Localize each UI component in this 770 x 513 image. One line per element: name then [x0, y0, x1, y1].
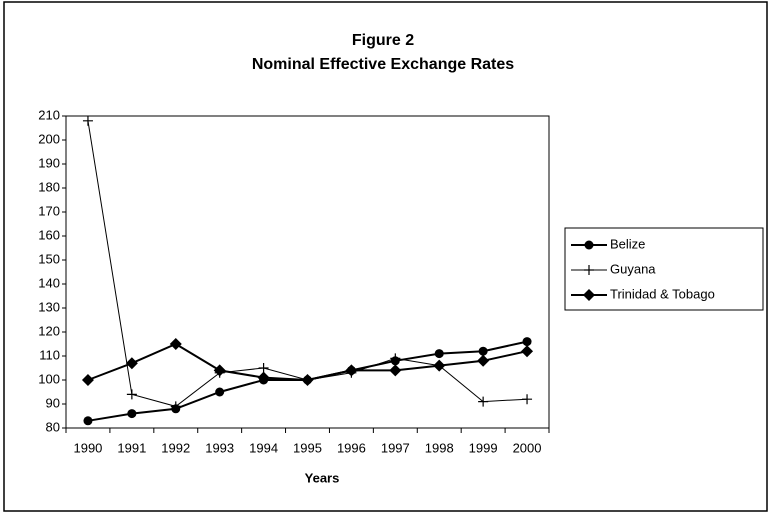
point [127, 409, 137, 419]
y-tick-label: 190 [38, 155, 60, 170]
point [478, 396, 489, 407]
x-tick-label: 1997 [381, 440, 410, 455]
x-tick-label: 1999 [469, 440, 498, 455]
legend-label: Trinidad & Tobago [610, 286, 715, 301]
point [434, 349, 444, 359]
y-tick-label: 180 [38, 179, 60, 194]
y-tick-label: 100 [38, 371, 60, 386]
point [477, 354, 490, 367]
x-tick-label: 1991 [117, 440, 146, 455]
legend-box [564, 227, 764, 311]
legend-marker [584, 265, 594, 275]
legend-marker [584, 240, 594, 250]
point [522, 394, 533, 405]
point [215, 387, 225, 397]
point [170, 401, 181, 412]
y-tick-label: 150 [38, 251, 60, 266]
plot-area [65, 115, 550, 429]
chart-frame [3, 1, 768, 512]
y-tick-label: 90 [46, 395, 60, 410]
point [433, 359, 446, 372]
x-tick-label: 2000 [513, 440, 542, 455]
y-tick-label: 160 [38, 227, 60, 242]
x-tick-label: 1993 [205, 440, 234, 455]
x-tick-label: 1994 [249, 440, 278, 455]
y-tick-label: 200 [38, 131, 60, 146]
x-axis-title: Years [305, 470, 340, 485]
point [301, 374, 314, 386]
point [213, 364, 226, 377]
point [389, 364, 402, 377]
chart-subtitle: Nominal Effective Exchange Rates [252, 56, 514, 73]
point [522, 337, 532, 347]
point [82, 115, 93, 126]
y-tick-label: 170 [38, 203, 60, 218]
x-tick-label: 1990 [73, 440, 102, 455]
y-tick-label: 80 [46, 419, 60, 434]
x-tick-label: 1996 [337, 440, 366, 455]
point [257, 371, 270, 384]
x-tick-label: 1998 [425, 440, 454, 455]
point [81, 374, 94, 386]
y-tick-label: 130 [38, 299, 60, 314]
x-tick-label: 1995 [293, 440, 322, 455]
point [521, 345, 534, 358]
y-tick-label: 120 [38, 323, 60, 338]
point [126, 389, 137, 400]
point [125, 357, 138, 370]
point [83, 416, 93, 426]
point [258, 363, 269, 373]
point [169, 338, 182, 350]
point [345, 364, 358, 377]
y-tick-label: 140 [38, 275, 60, 290]
y-tick-label: 210 [38, 107, 60, 122]
point [478, 346, 488, 356]
legend-label: Guyana [610, 261, 656, 276]
x-tick-label: 1992 [161, 440, 190, 455]
legend-marker [583, 289, 595, 301]
point [390, 353, 401, 364]
legend-label: Belize [610, 236, 645, 251]
chart-title: Figure 2 [352, 32, 414, 49]
y-tick-label: 110 [39, 347, 60, 362]
